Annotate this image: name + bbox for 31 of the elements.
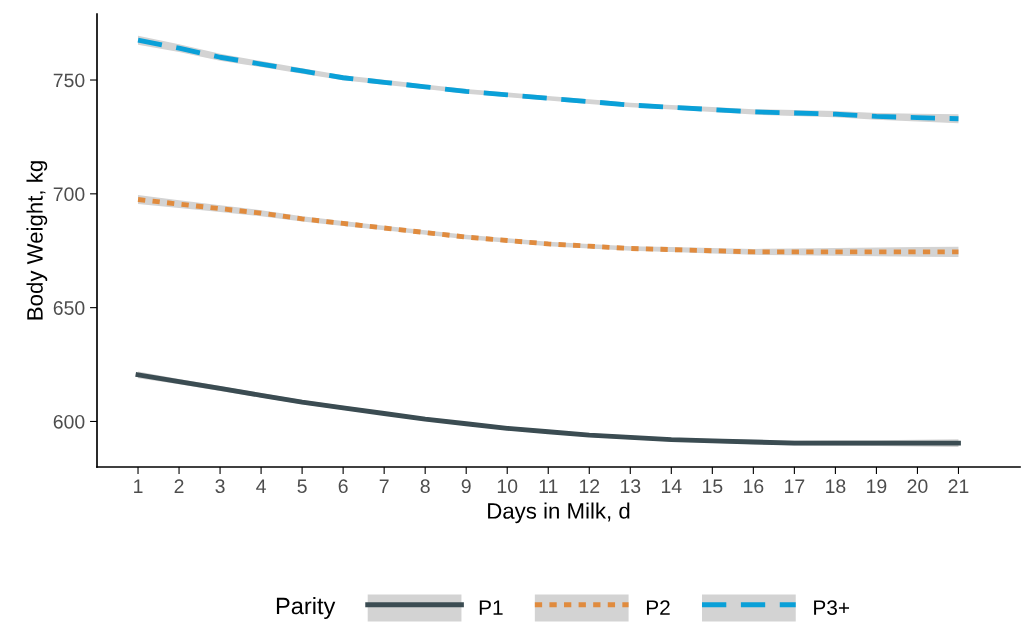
x-tick-label: 9 — [461, 479, 471, 494]
y-tick-label: 600 — [53, 414, 85, 429]
x-tick-label: 10 — [497, 479, 518, 494]
x-tick-label: 20 — [907, 479, 928, 494]
x-tick-label: 16 — [744, 479, 764, 494]
y-axis-title: Body Weight, kg — [26, 161, 48, 320]
legend-label: P2 — [646, 600, 670, 615]
x-tick-label: 17 — [785, 479, 805, 493]
x-axis-title: Days in Milk, d — [488, 502, 630, 524]
x-tick-label: 5 — [297, 479, 307, 494]
x-tick-label: 13 — [620, 479, 641, 494]
legend-title: Parity — [276, 596, 336, 620]
y-tick-label: 650 — [53, 301, 85, 315]
legend-label: P3+ — [814, 600, 850, 616]
x-tick-label: 14 — [661, 479, 682, 493]
x-tick-label: 11 — [539, 479, 558, 493]
x-tick-label: 1 — [134, 479, 143, 493]
x-tick-label: 2 — [174, 479, 184, 493]
y-tick-label: 750 — [53, 73, 85, 88]
y-tick-label: 700 — [53, 187, 85, 202]
x-tick-label: 4 — [256, 479, 266, 493]
x-tick-label: 21 — [948, 479, 969, 493]
x-tick-label: 18 — [826, 479, 846, 494]
x-tick-label: 7 — [379, 479, 389, 493]
x-tick-label: 6 — [338, 479, 348, 494]
x-tick-label: 8 — [420, 479, 430, 494]
legend-label: P1 — [479, 600, 503, 615]
x-tick-label: 15 — [703, 479, 723, 494]
x-tick-label: 3 — [215, 479, 225, 494]
x-tick-label: 19 — [867, 479, 887, 494]
x-tick-label: 12 — [579, 479, 600, 493]
